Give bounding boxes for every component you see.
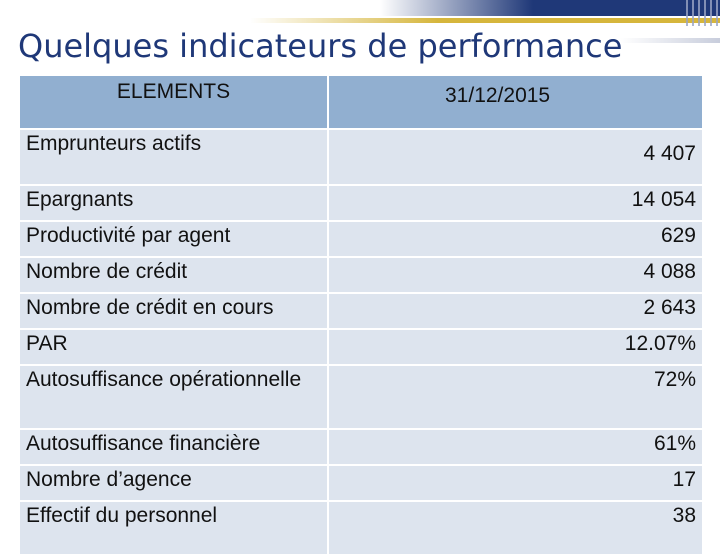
row-value: 12.07% xyxy=(327,328,704,366)
table-row: Autosuffisance opérationnelle 72% xyxy=(18,364,704,430)
table-row: Epargnants 14 054 xyxy=(18,184,704,222)
header-date: 31/12/2015 xyxy=(327,74,704,130)
table-row: Nombre de crédit en cours 2 643 xyxy=(18,292,704,330)
row-label: Autosuffisance financière xyxy=(18,428,329,466)
row-label: Nombre d’agence xyxy=(18,464,329,502)
row-value: 61% xyxy=(327,428,704,466)
row-label: Effectif du personnel xyxy=(18,500,329,556)
banner-gold-bar xyxy=(250,18,720,23)
title-accent-line xyxy=(620,38,720,43)
row-value: 4 407 xyxy=(327,128,704,186)
performance-table: ELEMENTS 31/12/2015 Emprunteurs actifs 4… xyxy=(18,74,704,556)
row-label: Nombre de crédit xyxy=(18,256,329,294)
table-header-row: ELEMENTS 31/12/2015 xyxy=(18,74,704,130)
row-value: 17 xyxy=(327,464,704,502)
row-value: 4 088 xyxy=(327,256,704,294)
row-value: 14 054 xyxy=(327,184,704,222)
table-row: PAR 12.07% xyxy=(18,328,704,366)
row-label: Nombre de crédit en cours xyxy=(18,292,329,330)
table-row: Nombre d’agence 17 xyxy=(18,464,704,502)
row-value: 2 643 xyxy=(327,292,704,330)
table-row: Effectif du personnel 38 xyxy=(18,500,704,556)
table-row: Productivité par agent 629 xyxy=(18,220,704,258)
banner-stripes xyxy=(686,0,720,26)
header-elements: ELEMENTS xyxy=(18,74,329,130)
table-row: Nombre de crédit 4 088 xyxy=(18,256,704,294)
table-row: Emprunteurs actifs 4 407 xyxy=(18,128,704,186)
table-row: Autosuffisance financière 61% xyxy=(18,428,704,466)
row-label: Emprunteurs actifs xyxy=(18,128,329,186)
row-value: 629 xyxy=(327,220,704,258)
page-title: Quelques indicateurs de performance xyxy=(18,27,623,65)
row-value: 72% xyxy=(327,364,704,430)
decorative-banner xyxy=(0,0,720,26)
banner-navy-bar xyxy=(380,0,720,16)
row-label: Epargnants xyxy=(18,184,329,222)
row-label: Productivité par agent xyxy=(18,220,329,258)
row-label: Autosuffisance opérationnelle xyxy=(18,364,329,430)
row-value: 38 xyxy=(327,500,704,556)
row-label: PAR xyxy=(18,328,329,366)
